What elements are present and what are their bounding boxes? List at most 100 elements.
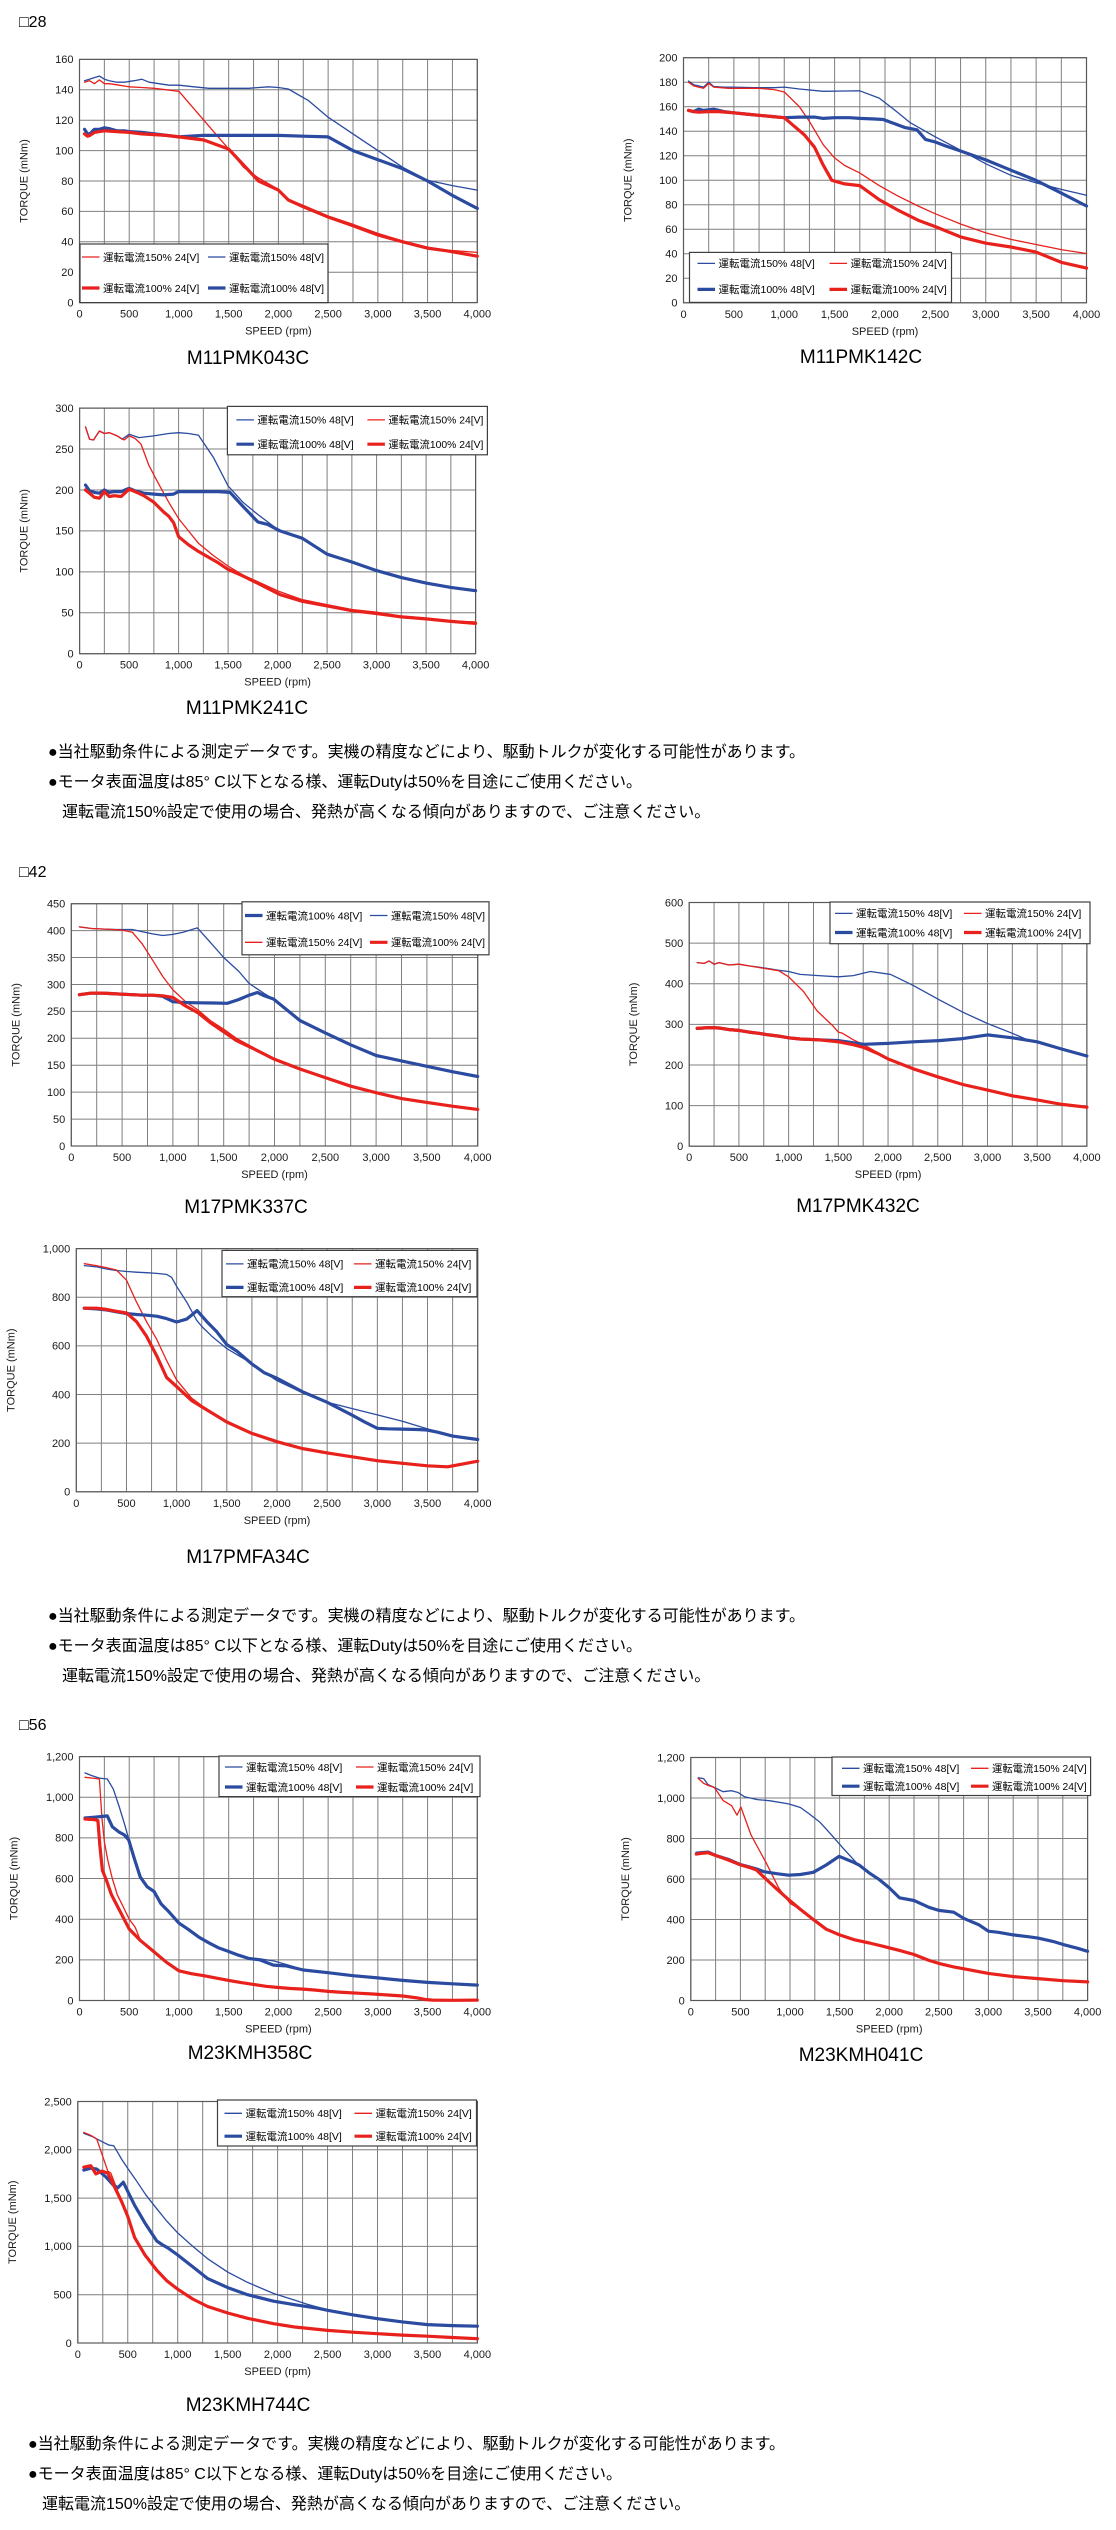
x-tick-label: 0 — [680, 309, 686, 321]
x-tick-label: 1,000 — [165, 660, 193, 672]
x-tick-label: 500 — [119, 2349, 137, 2361]
y-tick-label: 600 — [55, 1873, 73, 1885]
legend: 運転電流150% 48[V] 運転電流150% 24[V] 運転電流100% 48[… — [831, 1756, 1092, 1797]
legend-label: 運転電流150% 24[V] — [388, 414, 483, 427]
x-tick-label: 2,000 — [263, 1498, 291, 1510]
y-tick-label: 400 — [52, 1389, 70, 1401]
legend: 運転電流150% 48[V] 運転電流150% 24[V] 運転電流100% 48[… — [216, 2099, 478, 2147]
y-tick-label: 200 — [659, 53, 677, 65]
y-tick-label: 1,000 — [43, 1243, 71, 1255]
torque-curve-100pct-48V — [82, 1306, 480, 1442]
y-tick-label: 200 — [55, 1955, 73, 1967]
legend-label: 運転電流150% 48[V] — [246, 1761, 342, 1774]
y-tick-label: 60 — [61, 206, 73, 218]
x-axis-title: SPEED (rpm) — [244, 2366, 311, 2378]
x-tick-label: 1,500 — [213, 1498, 241, 1510]
x-tick-label: 1,000 — [163, 1498, 191, 1510]
torque-curve-100pct-48V — [77, 990, 480, 1079]
x-tick-label: 3,000 — [364, 309, 392, 321]
x-tick-label: 0 — [73, 1498, 79, 1510]
legend-label: 運転電流150% 48[V] — [863, 1762, 959, 1775]
x-tick-label: 2,000 — [265, 2007, 293, 2019]
y-tick-label: 40 — [61, 237, 73, 249]
legend-label: 運転電流100% 24[V] — [985, 926, 1081, 939]
y-tick-label: 250 — [55, 444, 73, 456]
y-tick-label: 1,500 — [44, 2193, 72, 2205]
note-line: ●当社駆動条件による測定データです。実機の精度などにより、駆動トルクが変化する可… — [28, 2436, 786, 2453]
legend-label: 運転電流150% 48[V] — [246, 2107, 342, 2120]
torque-curve-150pct-48V — [83, 2132, 479, 2327]
x-tick-label: 1,000 — [165, 2007, 193, 2019]
legend-label: 運転電流100% 24[V] — [376, 2130, 472, 2143]
y-tick-label: 200 — [665, 1060, 683, 1072]
torque-curve-100pct-48V — [82, 126, 479, 210]
x-tick-label: 500 — [113, 1152, 131, 1164]
torque-curve-150pct-48V — [83, 1264, 479, 1441]
x-tick-label: 1,500 — [214, 2349, 242, 2361]
legend-label: 運転電流150% 24[V] — [103, 251, 199, 264]
x-tick-label: 500 — [725, 309, 743, 321]
x-tick-label: 3,000 — [363, 660, 391, 672]
x-axis-title: SPEED (rpm) — [856, 2024, 923, 2036]
torque-curve-150pct-24V — [83, 2131, 479, 2340]
x-tick-label: 0 — [77, 660, 83, 672]
x-tick-label: 0 — [76, 309, 82, 321]
x-tick-label: 2,500 — [925, 2007, 953, 2019]
legend: 運転電流150% 48[V] 運転電流150% 24[V] 運転電流100% 48[… — [829, 901, 1091, 945]
x-tick-label: 1,500 — [825, 1152, 853, 1164]
y-tick-label: 400 — [666, 1914, 684, 1926]
y-axis-title: TORQUE (mNm) — [10, 983, 22, 1067]
legend-label: 運転電流100% 24[V] — [992, 1780, 1087, 1793]
torque-curve-100pct-24V — [686, 108, 1089, 270]
chart-M23KMH744C: 0 500 1,000 1,500 2,000 2,500 0 500 1,000 1,500 2,… — [7, 2096, 491, 2416]
y-tick-label: 300 — [55, 403, 73, 415]
x-tick-label: 4,000 — [464, 2349, 492, 2361]
x-tick-label: 3,500 — [412, 660, 440, 672]
legend-label: 運転電流150% 48[V] — [856, 907, 952, 920]
torque-curve-100pct-48V — [695, 1850, 1090, 1953]
y-tick-label: 400 — [665, 979, 683, 991]
legend-box — [221, 1249, 478, 1298]
y-tick-label: 100 — [665, 1100, 683, 1112]
torque-curve-100pct-24V — [694, 1851, 1090, 1984]
y-tick-label: 80 — [61, 176, 73, 188]
legend-label: 運転電流150% 24[V] — [992, 1762, 1087, 1775]
torque-curve-150pct-24V — [83, 79, 478, 254]
y-tick-label: 1,000 — [657, 1793, 685, 1805]
x-tick-label: 2,000 — [874, 1152, 902, 1164]
chart-title: M17PMK337C — [184, 1197, 308, 1218]
y-tick-label: 1,000 — [44, 2241, 72, 2253]
x-axis-title: SPEED (rpm) — [245, 326, 312, 338]
x-tick-label: 1,500 — [215, 2007, 243, 2019]
chart-M11PMK241C: 0 50 100 150 200 250 300 0 500 1,000 1,500 2,000 2,5… — [19, 403, 490, 719]
y-tick-label: 2,000 — [44, 2145, 72, 2157]
x-tick-label: 1,500 — [214, 660, 242, 672]
torque-curve-100pct-48V — [83, 1814, 479, 1987]
x-tick-label: 1,000 — [775, 1152, 803, 1164]
legend: 運転電流150% 48[V] 運転電流150% 24[V] 運転電流100% 48[… — [226, 405, 488, 456]
notes-block-42: ●当社駆動条件による測定データです。実機の精度などにより、駆動トルクが変化する可… — [48, 1602, 805, 1692]
legend-label: 運転電流100% 48[V] — [719, 283, 815, 296]
y-tick-label: 200 — [47, 1033, 65, 1045]
y-tick-label: 300 — [47, 979, 65, 991]
legend: 運転電流150% 48[V] 運転電流150% 24[V] 運転電流100% 48[… — [218, 1755, 481, 1798]
section-label-56: □56 — [19, 1717, 47, 1734]
x-tick-label: 2,000 — [261, 1152, 289, 1164]
note-line: ●当社駆動条件による測定データです。実機の精度などにより、駆動トルクが変化する可… — [48, 744, 806, 761]
y-tick-label: 0 — [679, 1995, 685, 2007]
y-tick-label: 20 — [665, 273, 677, 285]
notes-block-28: ●当社駆動条件による測定データです。実機の精度などにより、駆動トルクが変化する可… — [48, 738, 805, 828]
y-tick-label: 800 — [55, 1833, 73, 1845]
y-axis-title: TORQUE (mNm) — [628, 983, 640, 1067]
y-tick-label: 140 — [659, 126, 677, 138]
legend: 運転電流150% 48[V] 運転電流150% 24[V] 運転電流100% 48[… — [221, 1249, 478, 1298]
legend-label: 運転電流150% 24[V] — [851, 257, 947, 270]
y-tick-label: 800 — [666, 1833, 684, 1845]
legend: 運転電流150% 24[V] 運転電流150% 48[V] 運転電流100% 24[… — [79, 243, 329, 304]
y-axis-title: TORQUE (mNm) — [623, 138, 635, 222]
y-tick-label: 40 — [665, 249, 677, 261]
x-tick-label: 4,000 — [1074, 2007, 1102, 2019]
y-tick-label: 1,000 — [46, 1792, 74, 1804]
y-axis-title: TORQUE (mNm) — [19, 489, 31, 573]
x-tick-label: 1,000 — [776, 2007, 804, 2019]
